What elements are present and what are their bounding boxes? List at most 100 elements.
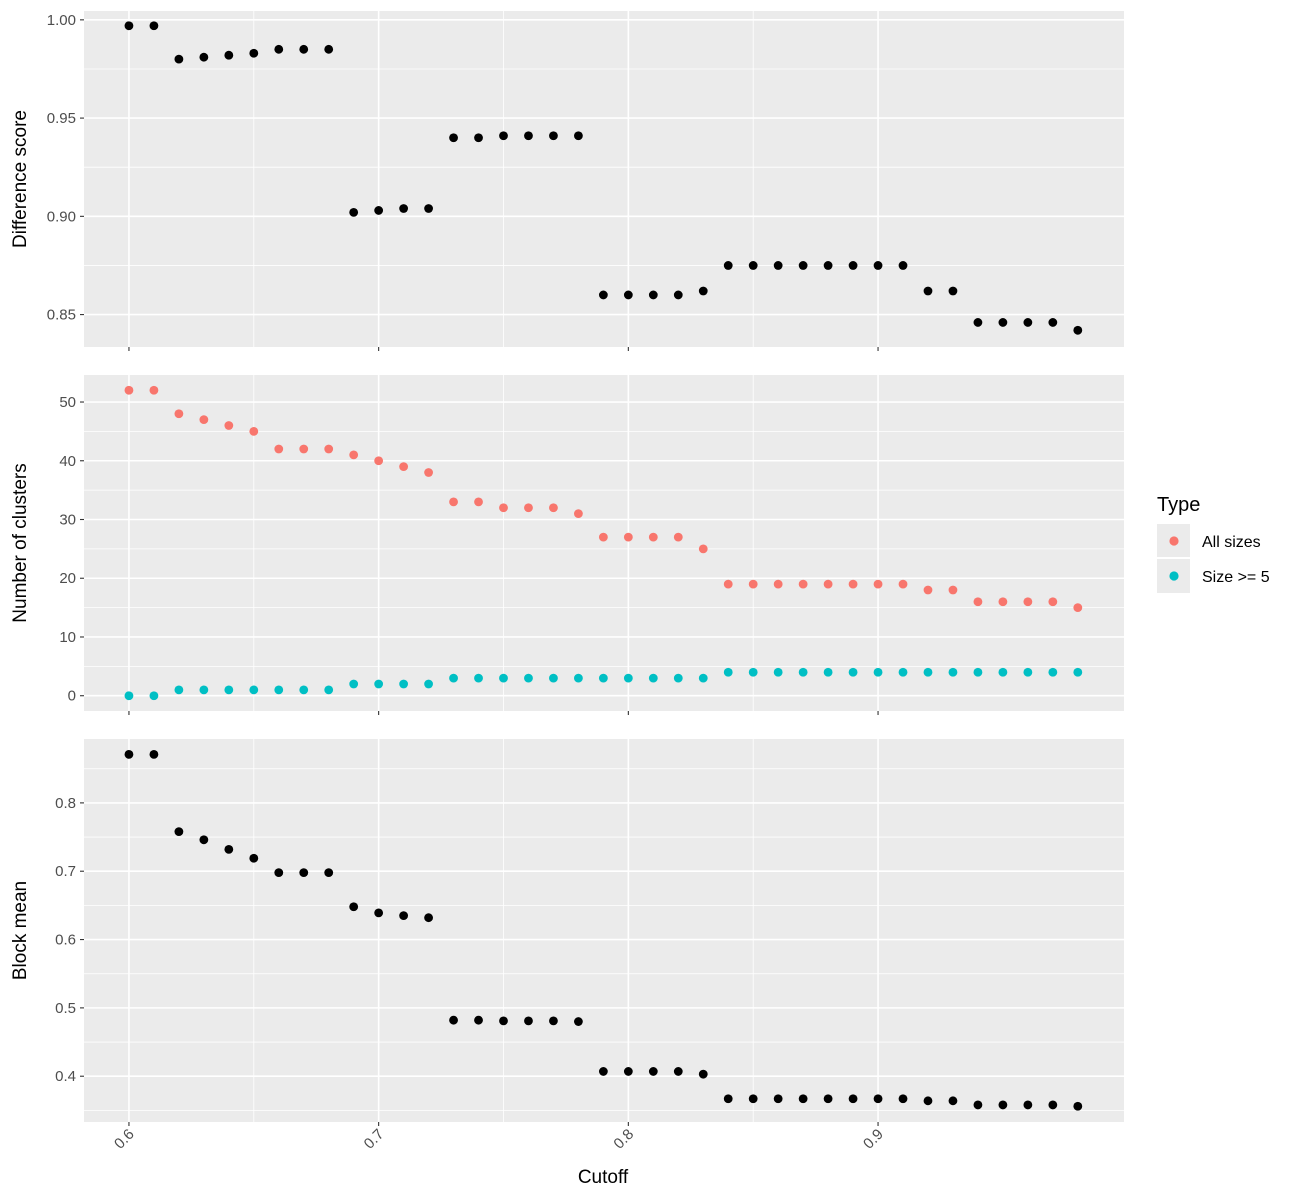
data-point — [798, 579, 808, 589]
data-point — [349, 902, 359, 912]
data-point — [524, 1016, 533, 1026]
x-tick-label: 0.9 — [860, 1126, 887, 1153]
legend-label-all-sizes: All sizes — [1202, 534, 1261, 551]
data-point — [723, 1094, 733, 1104]
data-point — [199, 835, 209, 845]
data-point — [274, 685, 284, 695]
data-point — [798, 667, 808, 677]
data-point — [149, 749, 159, 759]
data-point — [349, 208, 359, 217]
data-point — [199, 52, 209, 62]
data-point — [873, 667, 883, 677]
data-point — [623, 532, 633, 542]
series-all-sizes — [124, 385, 1083, 613]
data-point — [374, 456, 384, 466]
data-point — [848, 1094, 858, 1104]
data-point — [748, 261, 758, 270]
data-point — [249, 853, 259, 863]
data-point — [748, 667, 758, 677]
panel-background — [84, 739, 1124, 1122]
x-tick-label: 0.6 — [111, 1126, 138, 1153]
data-point — [174, 54, 184, 64]
data-point — [648, 532, 658, 542]
data-point — [449, 133, 458, 143]
x-axis-title: Cutoff — [578, 1167, 629, 1188]
data-point — [299, 444, 309, 454]
data-point — [598, 290, 608, 300]
y-axis-title: Difference score — [10, 110, 31, 248]
data-point — [424, 913, 433, 923]
legend-item-all-sizes: All sizes — [1157, 524, 1261, 557]
data-point — [374, 206, 384, 215]
series-size-5 — [124, 667, 1083, 701]
y-tick-label: 0 — [68, 688, 76, 705]
panel-number-of-clusters: 0 10 20 30 40 50 Number of clusters — [10, 375, 1124, 715]
y-tick-label: 0.5 — [55, 1000, 76, 1017]
data-point — [948, 585, 958, 595]
data-point — [1073, 667, 1083, 677]
data-point — [698, 544, 708, 554]
data-point — [349, 450, 359, 460]
data-point — [399, 679, 409, 689]
data-point — [773, 261, 783, 270]
data-point — [424, 204, 433, 213]
data-point — [823, 261, 833, 270]
data-point — [623, 290, 633, 300]
series-block-mean — [124, 749, 1083, 1111]
panel-difference-score: 0.85 0.90 0.95 1.00 Difference score — [10, 11, 1124, 351]
data-point — [923, 667, 933, 677]
data-point — [324, 44, 334, 54]
data-point — [723, 667, 733, 677]
data-point — [224, 844, 234, 854]
data-point — [574, 673, 583, 683]
data-point — [499, 673, 508, 683]
data-point — [873, 579, 883, 589]
data-point — [474, 497, 483, 507]
y-tick-label: 40 — [59, 453, 76, 470]
data-point — [773, 579, 783, 589]
panel-background — [84, 375, 1124, 711]
data-point — [174, 409, 184, 419]
data-point — [798, 261, 808, 270]
x-tick-label: 0.7 — [361, 1126, 388, 1153]
data-point — [723, 579, 733, 589]
y-tick-label: 0.6 — [55, 932, 76, 949]
data-point — [249, 48, 259, 58]
data-point — [449, 673, 458, 683]
data-point — [698, 1069, 708, 1079]
data-point — [923, 585, 933, 595]
data-point — [948, 667, 958, 677]
data-point — [648, 290, 658, 300]
y-axis-title: Number of clusters — [10, 463, 31, 622]
data-point — [549, 673, 558, 683]
data-point — [399, 462, 409, 472]
data-point — [524, 673, 533, 683]
data-point — [524, 131, 533, 141]
data-point — [549, 131, 558, 141]
data-point — [174, 685, 184, 695]
legend: Type All sizes Size >= 5 — [1157, 494, 1270, 593]
data-point — [499, 1016, 508, 1026]
data-point — [149, 691, 159, 701]
data-point — [798, 1094, 808, 1104]
data-point — [124, 749, 134, 759]
data-point — [698, 286, 708, 296]
data-point — [499, 131, 508, 141]
data-point — [598, 1067, 608, 1076]
data-point — [299, 868, 309, 877]
data-point — [898, 579, 908, 589]
data-point — [524, 503, 533, 513]
data-point — [648, 1067, 658, 1076]
legend-swatch-all-sizes — [1169, 536, 1179, 546]
data-point — [923, 286, 933, 296]
data-point — [424, 468, 433, 477]
data-point — [748, 1094, 758, 1104]
legend-item-size-5: Size >= 5 — [1157, 559, 1270, 593]
data-point — [973, 318, 983, 327]
data-point — [823, 579, 833, 589]
data-point — [249, 685, 259, 695]
data-point — [673, 290, 683, 300]
data-point — [399, 204, 409, 213]
data-point — [174, 827, 184, 836]
data-point — [1048, 667, 1058, 677]
